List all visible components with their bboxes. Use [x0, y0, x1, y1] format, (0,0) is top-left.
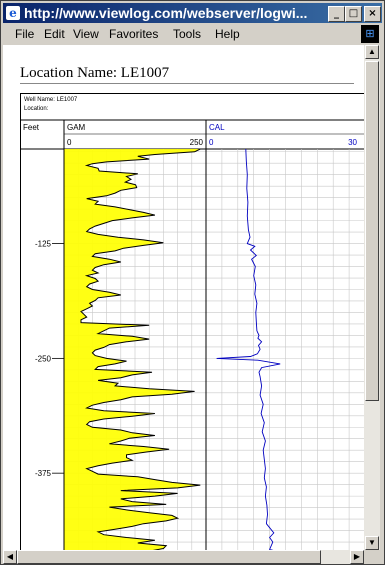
scroll-right-arrow-icon[interactable]: ▶ — [350, 550, 364, 564]
menu-bar: File Edit View Favorites Tools Help ⊞ — [3, 24, 382, 44]
well-name-label: Well Name: LE1007 — [24, 97, 78, 103]
horizontal-scroll-thumb[interactable] — [17, 550, 321, 564]
cal-track-name: CAL — [209, 123, 225, 132]
menu-help[interactable]: Help — [215, 27, 240, 41]
cal-max-label: 30 — [348, 138, 357, 147]
scroll-left-arrow-icon[interactable]: ◀ — [3, 550, 17, 564]
cal-min-label: 0 — [209, 138, 214, 147]
menu-edit[interactable]: Edit — [44, 27, 65, 41]
menu-view[interactable]: View — [73, 27, 99, 41]
depth-tick-label: -375 — [35, 469, 52, 478]
log-frame: Well Name: LE1007 Location: — [20, 93, 364, 550]
title-divider — [20, 83, 354, 84]
menu-favorites[interactable]: Favorites — [109, 27, 159, 41]
horizontal-scrollbar[interactable]: ◀ ▶ — [3, 550, 364, 564]
scroll-up-arrow-icon[interactable]: ▲ — [365, 45, 379, 59]
page-title: Location Name: LE1007 — [20, 65, 170, 81]
close-button[interactable]: × — [364, 6, 381, 22]
depth-tick-label: -250 — [35, 354, 52, 363]
gam-fill-area — [64, 149, 201, 550]
gam-max-label: 250 — [190, 138, 204, 147]
gam-min-label: 0 — [67, 138, 72, 147]
windows-logo-icon: ⊞ — [361, 25, 379, 43]
window-title: http://www.viewlog.com/webserver/logwi..… — [24, 5, 308, 21]
location-label: Location: — [24, 106, 49, 112]
maximize-button[interactable]: □ — [345, 6, 362, 22]
vertical-scroll-thumb[interactable] — [365, 61, 379, 401]
depth-tick-label: -125 — [35, 240, 52, 249]
well-log-chart: Feet GAM 0 250 CAL 0 30 -125 -250 -375 — [20, 119, 364, 550]
menu-tools[interactable]: Tools — [173, 27, 202, 41]
title-bar[interactable]: e http://www.viewlog.com/webserver/logwi… — [3, 3, 382, 23]
ie-icon[interactable]: e — [6, 6, 20, 20]
menu-file[interactable]: File — [15, 27, 35, 41]
minimize-button[interactable]: _ — [328, 6, 345, 22]
cal-curve — [216, 148, 281, 550]
page-viewport: Location Name: LE1007 Well Name: LE1007 … — [3, 45, 364, 550]
scroll-down-arrow-icon[interactable]: ▼ — [365, 536, 379, 550]
vertical-scrollbar[interactable]: ▲ ▼ — [364, 45, 380, 550]
depth-axis-label: Feet — [23, 123, 40, 132]
gam-track-name: GAM — [67, 123, 86, 132]
gam-curve — [80, 148, 201, 550]
